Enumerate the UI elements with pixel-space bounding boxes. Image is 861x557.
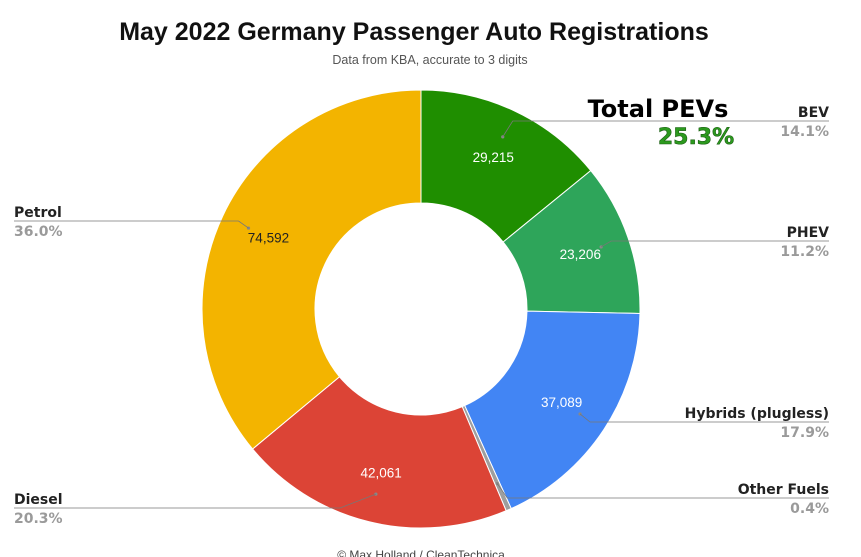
category-percent-phev: 11.2% bbox=[780, 244, 829, 260]
category-name-bev: BEV bbox=[798, 105, 829, 121]
slice-petrol bbox=[201, 89, 422, 450]
leader-line bbox=[14, 220, 249, 229]
total-pevs-title: Total PEVs bbox=[588, 95, 729, 123]
chart-subtitle: Data from KBA, accurate to 3 digits bbox=[332, 53, 527, 67]
category-labels: BEV 14.1% PHEV 11.2% Hybrids (plugless) 17.9%… bbox=[14, 105, 829, 527]
category-name-hybrids-plugless: Hybrids (plugless) bbox=[685, 406, 829, 422]
leader-lines bbox=[14, 120, 829, 509]
slice-value-label: 74,592 bbox=[248, 230, 289, 245]
category-name-other-fuels: Other Fuels bbox=[738, 482, 829, 498]
leader-line bbox=[14, 493, 377, 509]
slice-value-label: 23,206 bbox=[560, 247, 601, 262]
donut-slices bbox=[201, 89, 641, 529]
category-percent-petrol: 36.0% bbox=[14, 224, 63, 240]
category-percent-bev: 14.1% bbox=[780, 124, 829, 140]
category-name-petrol: Petrol bbox=[14, 205, 62, 221]
category-name-diesel: Diesel bbox=[14, 492, 63, 508]
leader-line bbox=[600, 240, 829, 248]
category-percent-diesel: 20.3% bbox=[14, 511, 63, 527]
chart-credit: © Max Holland / CleanTechnica bbox=[337, 548, 505, 557]
slice-hybrids-plugless bbox=[464, 310, 641, 510]
category-percent-hybrids-plugless: 17.9% bbox=[780, 425, 829, 441]
slice-value-label: 29,215 bbox=[473, 150, 514, 165]
leader-line bbox=[579, 413, 829, 423]
category-name-phev: PHEV bbox=[787, 225, 830, 241]
slice-diesel bbox=[251, 376, 507, 529]
slice-value-labels: 29,215 23,206 37,089 42,061 74,592 bbox=[248, 150, 601, 481]
leader-line bbox=[502, 120, 829, 138]
slice-value-label: 42,061 bbox=[360, 466, 401, 481]
category-percent-other-fuels: 0.4% bbox=[790, 501, 829, 517]
slice-bev bbox=[420, 89, 592, 243]
chart-title: May 2022 Germany Passenger Auto Registra… bbox=[119, 18, 709, 46]
leader-line bbox=[496, 483, 829, 499]
slice-value-label: 37,089 bbox=[541, 395, 582, 410]
total-pevs-value: 25.3% bbox=[658, 125, 734, 150]
